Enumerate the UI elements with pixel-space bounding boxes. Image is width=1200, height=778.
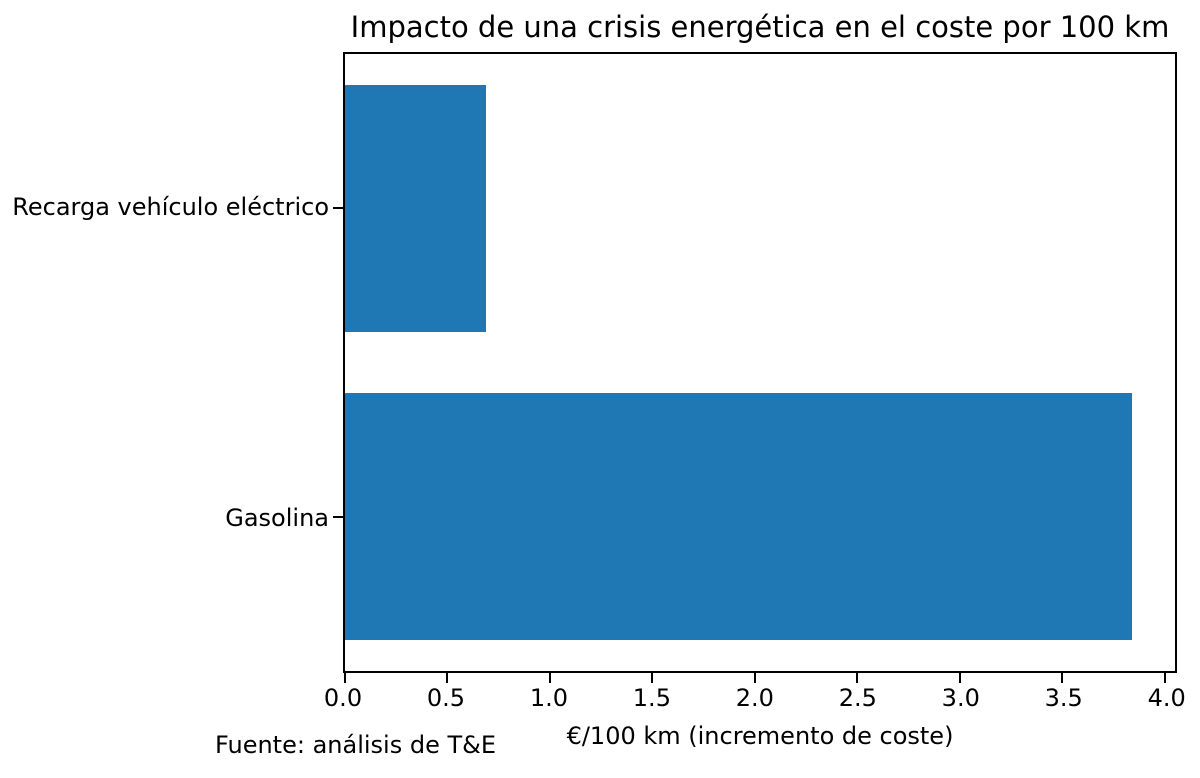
y-axis-category-labels: Recarga vehículo eléctrico Gasolina [0,52,329,673]
x-axis-tick-labels: 0.0 0.5 1.0 1.5 2.0 2.5 3.0 3.5 4.0 [324,684,1186,716]
x-tick-label: 0.0 [323,684,363,712]
x-tick-label: 3.0 [941,684,980,712]
source-note: Fuente: análisis de T&E [215,731,497,759]
x-tick-label: 3.5 [1044,684,1083,712]
y-tick-mark [333,515,343,518]
x-tick-label: 2.0 [735,684,774,712]
bar [345,393,1132,641]
y-tick-mark [333,207,343,210]
x-tick-label: 4.0 [1147,684,1186,712]
y-axis-label: Recarga vehículo eléctrico [12,193,329,222]
x-tick-label: 2.5 [838,684,877,712]
x-tick-label: 1.5 [632,684,671,712]
y-axis-label: Gasolina [225,503,329,532]
x-tick-mark [651,673,654,683]
x-tick-mark [548,673,551,683]
x-tick-mark [1061,673,1064,683]
x-tick-mark [344,673,346,683]
x-axis-title: €/100 km (incremento de coste) [566,722,954,750]
x-tick-label: 0.5 [426,684,466,712]
x-tick-mark [753,673,756,683]
x-tick-mark [856,673,859,683]
x-tick-mark [446,673,449,683]
bar [345,84,487,332]
x-tick-mark [958,673,961,683]
chart-title: Impacto de una crisis energética en el c… [350,10,1170,44]
x-tick-mark [1163,673,1166,683]
x-tick-label: 1.0 [529,684,569,712]
plot-area [333,52,1177,683]
